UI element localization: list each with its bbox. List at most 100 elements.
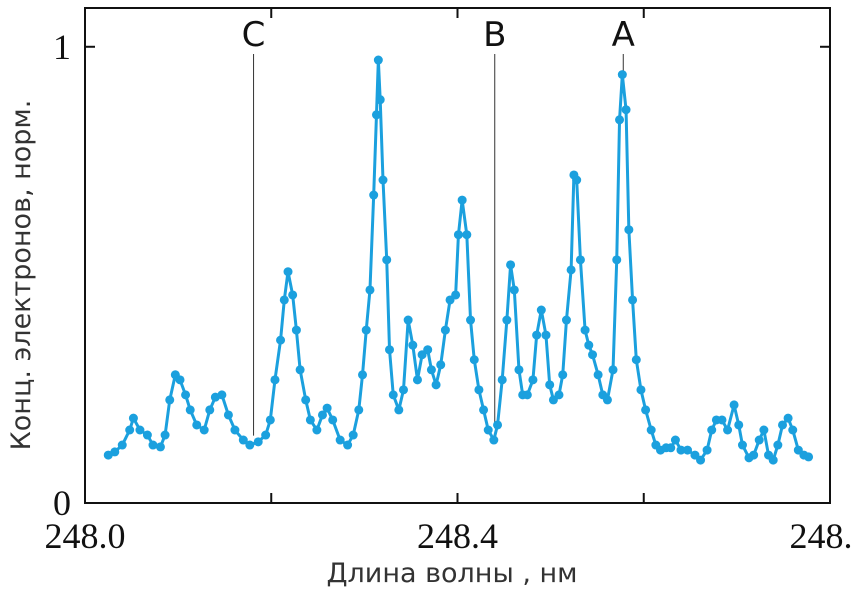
data-point — [489, 435, 499, 445]
data-point — [593, 370, 603, 380]
data-point — [483, 425, 493, 435]
data-point — [125, 425, 135, 435]
data-point — [128, 413, 138, 423]
data-point — [580, 325, 590, 335]
data-point — [575, 255, 585, 265]
data-point — [759, 425, 769, 435]
data-point — [723, 425, 733, 435]
data-point — [558, 370, 568, 380]
data-point — [142, 430, 152, 440]
data-point — [398, 385, 408, 395]
data-point — [528, 375, 538, 385]
data-point — [426, 365, 436, 375]
data-point — [117, 440, 127, 450]
data-point — [457, 195, 467, 205]
data-point — [322, 403, 332, 413]
annotation-label: C — [242, 15, 266, 55]
data-point — [354, 405, 364, 415]
data-point — [497, 375, 507, 385]
data-point — [737, 440, 747, 450]
data-point — [670, 435, 680, 445]
data-point — [666, 443, 676, 453]
data-point — [276, 335, 286, 345]
data-point — [572, 175, 582, 185]
data-point — [223, 410, 233, 420]
data-point — [676, 445, 686, 455]
data-point — [181, 390, 191, 400]
data-point — [545, 380, 555, 390]
data-point — [265, 415, 275, 425]
data-point — [602, 395, 612, 405]
data-point — [283, 267, 293, 277]
data-point — [466, 315, 476, 325]
data-point — [734, 420, 744, 430]
data-point — [270, 375, 280, 385]
data-point — [532, 330, 542, 340]
data-point — [462, 230, 472, 240]
data-point — [301, 395, 311, 405]
data-point — [245, 440, 255, 450]
data-point — [554, 390, 564, 400]
y-tick-label: 0 — [53, 483, 71, 523]
data-point — [185, 405, 195, 415]
y-tick-label: 1 — [53, 27, 71, 67]
data-point — [778, 420, 788, 430]
data-point — [749, 450, 759, 460]
data-point — [479, 405, 489, 415]
data-point — [612, 255, 622, 265]
data-point — [160, 430, 170, 440]
data-point — [608, 365, 618, 375]
data-point — [451, 290, 461, 300]
data-point — [615, 115, 625, 125]
data-point — [382, 255, 392, 265]
data-point — [536, 305, 546, 315]
data-point — [261, 430, 271, 440]
data-point — [317, 410, 327, 420]
data-point — [773, 440, 783, 450]
data-point — [768, 455, 778, 465]
data-point — [617, 70, 627, 80]
data-point — [373, 55, 383, 65]
data-point — [217, 390, 227, 400]
data-point — [148, 440, 158, 450]
data-point — [561, 315, 571, 325]
x-tick-label: 248.8 — [790, 516, 852, 556]
data-point — [514, 365, 524, 375]
data-point — [335, 435, 345, 445]
x-tick-label: 248.0 — [45, 516, 126, 556]
data-point — [238, 435, 248, 445]
data-point — [696, 455, 706, 465]
data-point — [788, 425, 798, 435]
data-point — [288, 290, 298, 300]
data-point — [305, 415, 315, 425]
data-point — [155, 442, 165, 452]
data-point — [783, 413, 793, 423]
data-point — [135, 425, 145, 435]
data-point — [375, 95, 385, 105]
data-point — [453, 230, 463, 240]
x-tick-label: 248.4 — [417, 516, 498, 556]
data-point — [509, 285, 519, 295]
data-point — [343, 440, 353, 450]
data-point — [312, 425, 322, 435]
data-point — [192, 420, 202, 430]
data-point — [641, 405, 651, 415]
data-point — [371, 110, 381, 120]
data-point — [440, 325, 450, 335]
data-point — [646, 425, 656, 435]
data-point — [369, 190, 379, 200]
data-point — [804, 452, 814, 462]
data-point — [279, 295, 289, 305]
data-point — [365, 285, 375, 295]
data-point — [328, 415, 338, 425]
data-point — [378, 175, 388, 185]
data-point — [631, 355, 641, 365]
data-point — [205, 405, 215, 415]
data-point — [541, 330, 551, 340]
data-point — [175, 375, 185, 385]
data-point — [394, 405, 404, 415]
data-point — [230, 425, 240, 435]
data-point — [729, 400, 739, 410]
